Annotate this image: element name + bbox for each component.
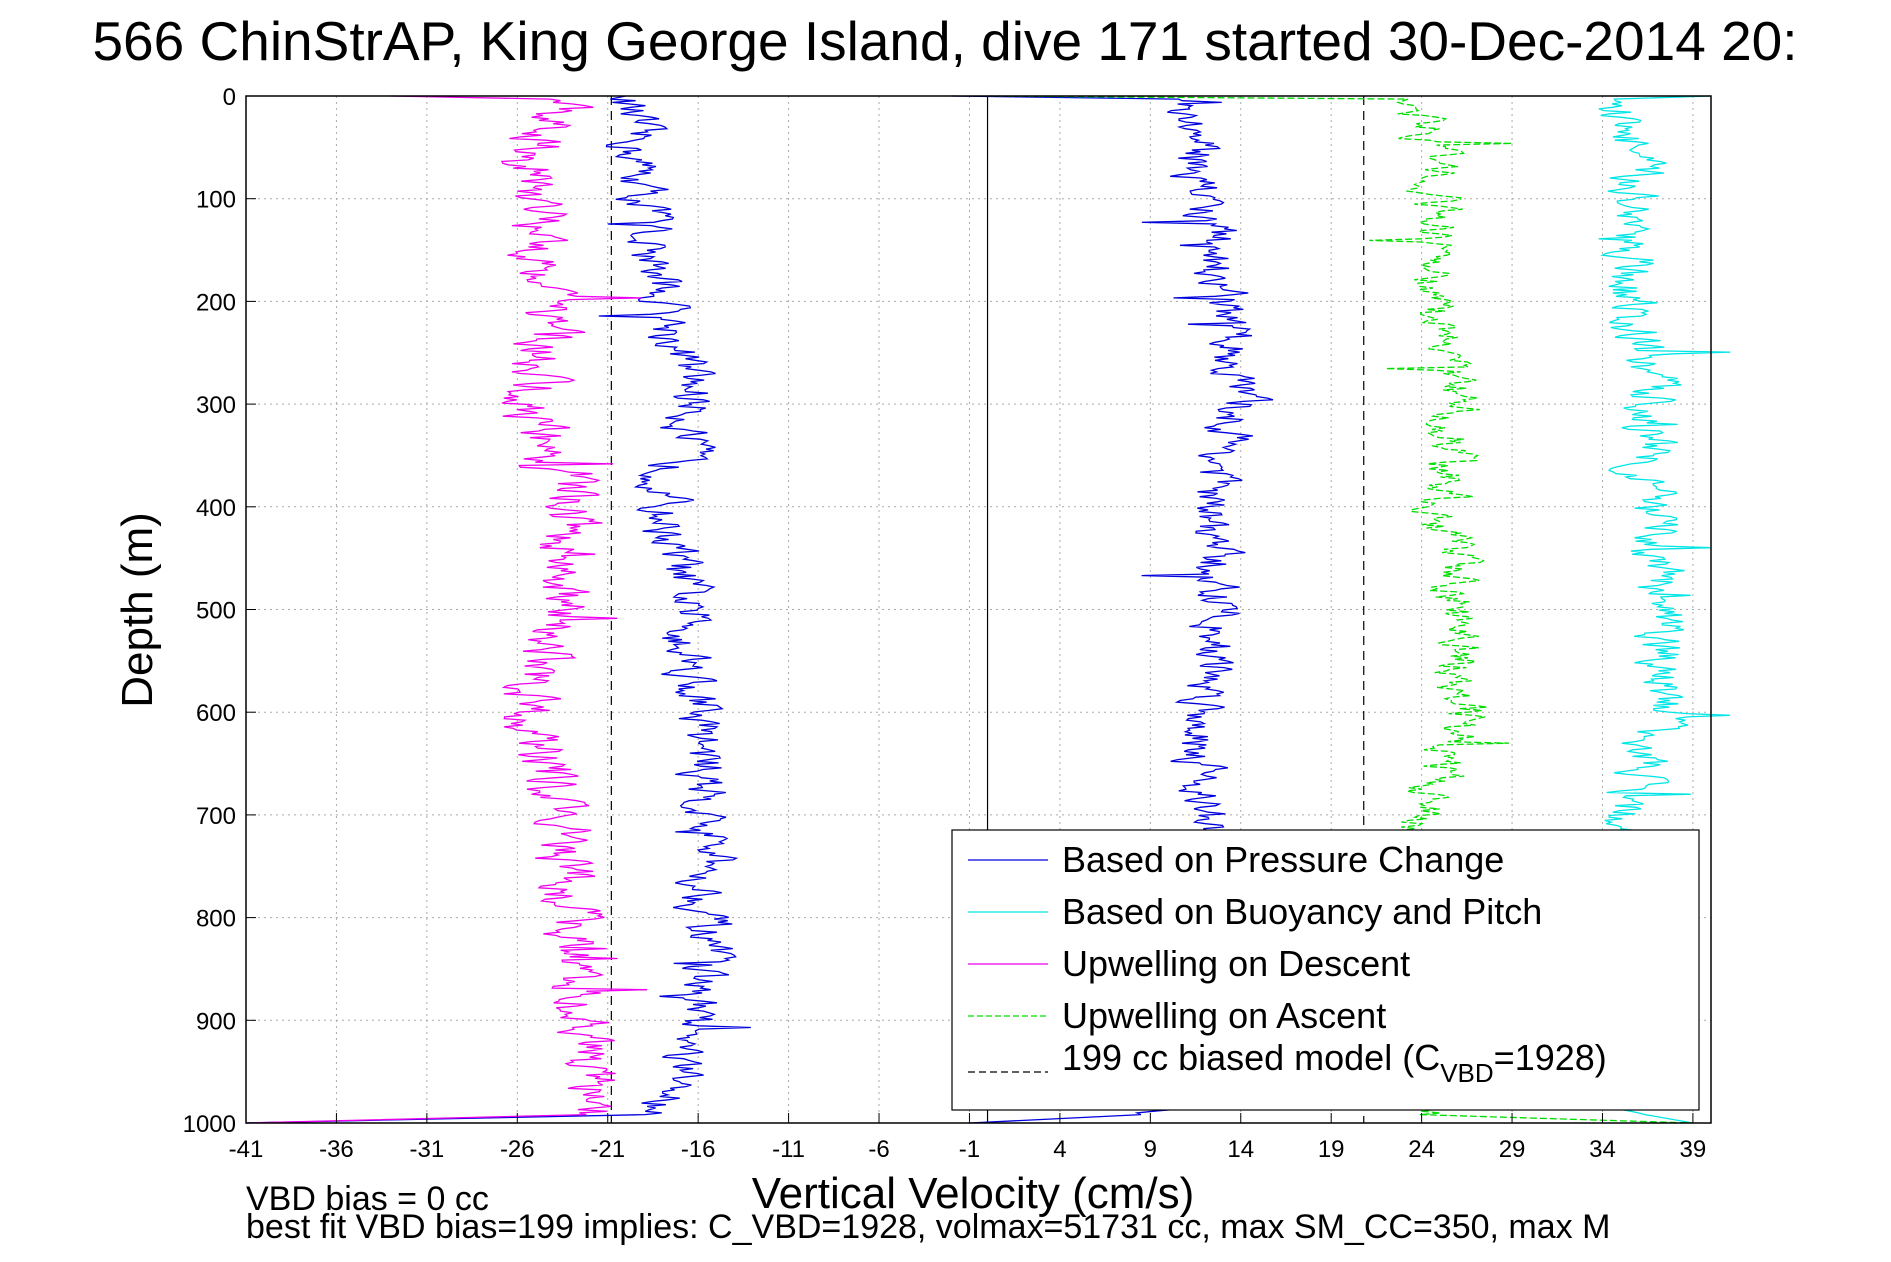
- x-tick-label: -26: [500, 1136, 535, 1163]
- x-tick-label: 29: [1499, 1136, 1526, 1163]
- x-axis-label: Vertical Velocity (cm/s): [752, 1169, 1195, 1218]
- legend-label-3: Upwelling on Descent: [1062, 943, 1410, 984]
- y-tick-label: 400: [196, 495, 236, 522]
- y-tick-label: 100: [196, 187, 236, 214]
- x-tick-label: 39: [1680, 1136, 1707, 1163]
- x-tick-label: -16: [681, 1136, 716, 1163]
- annotation-best-fit: best fit VBD bias=199 implies: C_VBD=192…: [246, 1208, 1610, 1246]
- x-tick-label: -11: [772, 1136, 805, 1163]
- x-tick-label: -6: [868, 1136, 889, 1163]
- legend-suffix: =1928): [1494, 1037, 1607, 1078]
- legend-label-2: Based on Buoyancy and Pitch: [1062, 891, 1542, 932]
- chart-title: 566 ChinStrAP, King George Island, dive …: [92, 10, 1797, 72]
- x-tick-label: 4: [1053, 1136, 1066, 1163]
- y-tick-label: 800: [196, 906, 236, 933]
- legend-subscript: VBD: [1440, 1058, 1493, 1088]
- y-tick-label: 500: [196, 598, 236, 625]
- legend-label-4: Upwelling on Ascent: [1062, 995, 1386, 1036]
- legend-box: [951, 829, 1700, 1111]
- x-tick-label: -41: [229, 1136, 264, 1163]
- x-tick-label: 19: [1318, 1136, 1345, 1163]
- x-tick-label: -21: [590, 1136, 625, 1163]
- annotation-vbd-bias: VBD bias = 0 cc: [246, 1180, 489, 1218]
- y-tick-label: 600: [196, 700, 236, 727]
- x-tick-label: -36: [319, 1136, 354, 1163]
- x-tick-label: 14: [1227, 1136, 1254, 1163]
- pressure-change-descent-line: [245, 95, 751, 1124]
- x-tick-label: -1: [959, 1136, 980, 1163]
- y-tick-label: 0: [223, 84, 236, 111]
- legend: Based on Pressure Change Based on Buoyanc…: [951, 829, 1700, 1111]
- y-tick-label: 700: [196, 803, 236, 830]
- y-tick-label: 900: [196, 1008, 236, 1035]
- x-tick-label: 34: [1589, 1136, 1616, 1163]
- y-tick-label: 200: [196, 289, 236, 316]
- upwelling-descent-line: [245, 95, 648, 1124]
- axis-ticks: -41 -36 -31 -26 -21 -16 -11 -6 -1 4 9 14 19 24 29 34 39 0…: [183, 84, 1707, 1163]
- x-tick-label: 24: [1408, 1136, 1435, 1163]
- x-tick-label: -31: [410, 1136, 445, 1163]
- legend-label-1: Based on Pressure Change: [1062, 839, 1504, 880]
- y-axis-label: Depth (m): [113, 512, 162, 708]
- x-tick-label: 9: [1144, 1136, 1157, 1163]
- y-tick-label: 300: [196, 392, 236, 419]
- y-tick-label: 1000: [183, 1111, 236, 1138]
